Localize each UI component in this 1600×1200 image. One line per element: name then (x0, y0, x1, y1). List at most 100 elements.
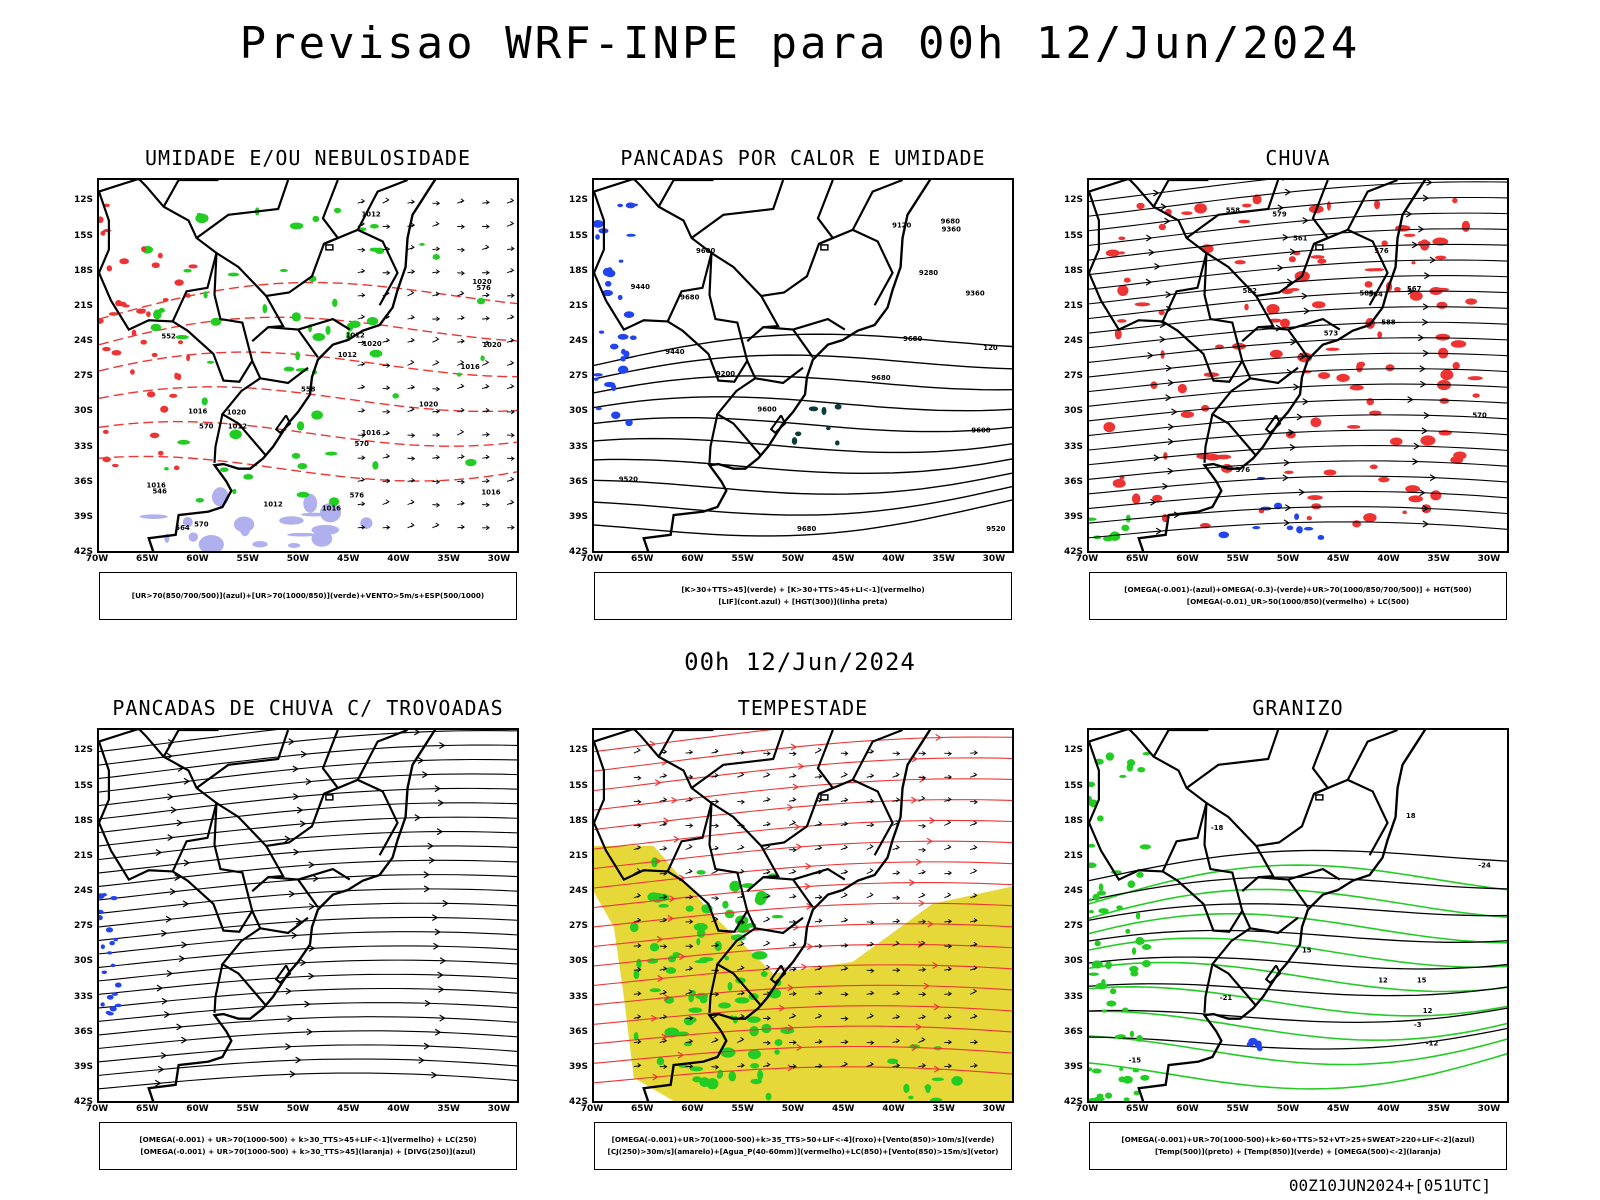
shaded-area (196, 212, 202, 217)
latitude-tick-label: 21S (73, 850, 93, 861)
shaded-area (116, 301, 127, 307)
border-line (594, 180, 762, 456)
latitude-tick-label: 18S (73, 265, 93, 276)
streamline-arrow (805, 862, 812, 870)
shaded-area (392, 393, 399, 399)
shaded-area (1114, 328, 1122, 340)
shaded-area (696, 928, 706, 938)
border-line (1203, 963, 1214, 1013)
wind-arrow (814, 1063, 823, 1069)
wind-arrow (944, 870, 953, 876)
border-line (323, 228, 399, 306)
shaded-area (1336, 373, 1350, 382)
shaded-area (722, 900, 729, 909)
streamline-arrow (1145, 234, 1153, 242)
wind-arrow (814, 1013, 823, 1019)
shaded-area (1381, 240, 1388, 247)
streamline-arrow (915, 858, 923, 866)
shaded-area (665, 967, 677, 974)
longitude-tick-label: 35W (932, 1104, 955, 1114)
streamline-arrow (295, 917, 303, 925)
shaded-area (186, 354, 191, 362)
streamline-arrow (1167, 423, 1175, 431)
latitude-tick-label: 12S (73, 745, 93, 756)
shaded-area (151, 262, 160, 269)
wind-arrow (814, 990, 823, 996)
shaded-area (751, 951, 768, 960)
shaded-area (102, 456, 111, 463)
shaded-area (658, 903, 669, 908)
wind-arrow (814, 943, 823, 949)
border-line (99, 180, 267, 456)
shaded-area (718, 1002, 731, 1009)
streamline-arrow (439, 742, 446, 749)
wind-arrow (457, 407, 465, 413)
streamline-arrow (1165, 364, 1173, 372)
border-line (708, 413, 719, 463)
streamline-arrow (649, 740, 657, 748)
streamline-arrow (155, 849, 163, 856)
shaded-area (198, 535, 224, 551)
shaded-area (1218, 531, 1230, 539)
latitude-tick-label: 24S (1063, 336, 1083, 347)
streamline-arrow (434, 785, 441, 793)
latitude-tick-label: 42S (568, 547, 588, 557)
longitude-tick-label: 35W (1427, 1104, 1450, 1114)
shaded-area (1180, 411, 1195, 419)
shaded-area (1119, 774, 1127, 778)
shaded-area (1363, 513, 1377, 523)
shaded-area (102, 429, 109, 435)
shaded-area (311, 530, 333, 547)
wind-arrow (892, 990, 901, 996)
latitude-tick-label: 15S (73, 780, 93, 791)
streamline-arrow (1413, 442, 1420, 450)
contour-labels: 9680 9680 9680 9680 9680 9600 9600 9520 9440 9440… (619, 218, 1006, 534)
border-line (708, 963, 719, 1013)
wind-arrow (866, 1040, 875, 1046)
shaded-area (1430, 490, 1442, 501)
wind-arrow (763, 1040, 771, 1046)
streamline-arrow (176, 819, 183, 827)
streamline-arrow (1162, 482, 1169, 490)
shaded-area (908, 1095, 914, 1100)
contour-label: 585 (1359, 290, 1374, 298)
shaded-area (1134, 302, 1151, 307)
shaded-area (629, 335, 637, 341)
longitude-tick-label: 55W (731, 1104, 754, 1114)
shaded-area (252, 541, 268, 548)
shaded-area (332, 298, 338, 307)
shaded-area (924, 1084, 932, 1090)
shaded-area (1405, 485, 1420, 493)
legend-umidade: [UR>70(850/700/500)](azul)+[UR>70(1000/8… (99, 572, 517, 620)
shaded-area (1103, 421, 1116, 433)
streamline-arrow (1302, 217, 1309, 225)
streamline-arrow (161, 997, 169, 1005)
streamline-arrow (804, 882, 812, 890)
border-line (1089, 822, 1244, 933)
shaded-area (1394, 286, 1401, 292)
contour-label: 576 (1236, 466, 1251, 474)
streamline-arrow (428, 856, 436, 864)
latitude-tick-label: 12S (1063, 195, 1083, 206)
longitude-labels: 70W 65W 60W 55W 50W 45W 40W 35W 30W (1076, 1104, 1509, 1116)
shaded-area (131, 329, 137, 337)
wind-arrow (659, 1064, 668, 1070)
wind-arrow (507, 525, 515, 530)
contour-line (594, 396, 1012, 412)
wind-arrow (944, 991, 953, 997)
wind-arrow (659, 917, 668, 923)
contour-label: 579 (1272, 211, 1287, 219)
border-line (251, 180, 340, 342)
latitude-tick-label: 21S (568, 300, 588, 311)
streamline-arrow (654, 857, 662, 865)
border-line (690, 730, 785, 789)
shaded-area (319, 503, 342, 523)
border-line (356, 730, 408, 781)
wind-arrow (457, 315, 465, 321)
shaded-area (727, 981, 733, 991)
federal-district (325, 244, 334, 251)
contour-label: 546 (152, 488, 167, 496)
streamline-arrow (1422, 303, 1430, 311)
streamline-arrow (933, 1065, 941, 1073)
